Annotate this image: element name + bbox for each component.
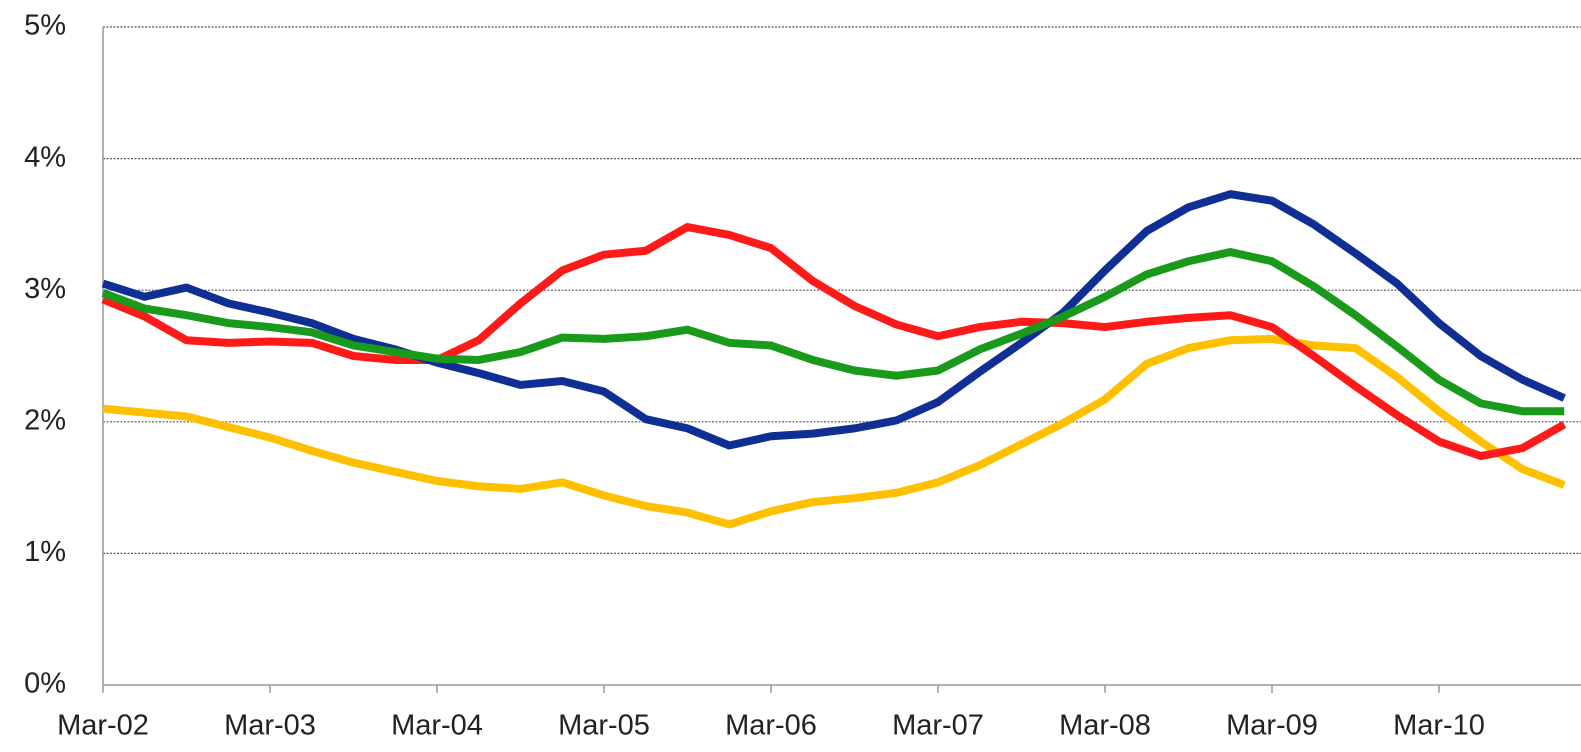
series-line bbox=[101, 190, 1566, 450]
x-tick-label: Mar-10 bbox=[1393, 710, 1485, 742]
x-tick-label: Mar-02 bbox=[57, 710, 149, 742]
series-line bbox=[101, 223, 1567, 461]
x-tick-label: Mar-03 bbox=[224, 710, 316, 742]
y-tick-label: 2% bbox=[24, 404, 66, 436]
y-tick-label: 5% bbox=[24, 10, 66, 42]
y-tick-label: 1% bbox=[24, 536, 66, 568]
y-tick-label: 4% bbox=[24, 141, 66, 173]
x-tick-label: Mar-04 bbox=[391, 710, 483, 742]
x-tick-label: Mar-05 bbox=[558, 710, 650, 742]
x-tick-label: Mar-07 bbox=[892, 710, 984, 742]
x-tick-label: Mar-06 bbox=[725, 710, 817, 742]
y-tick-label: 3% bbox=[24, 273, 66, 305]
series-line bbox=[102, 334, 1566, 529]
y-tick-label: 0% bbox=[24, 668, 66, 700]
series-line bbox=[101, 248, 1565, 416]
x-tick-label: Mar-09 bbox=[1226, 710, 1318, 742]
x-tick-label: Mar-08 bbox=[1059, 710, 1151, 742]
